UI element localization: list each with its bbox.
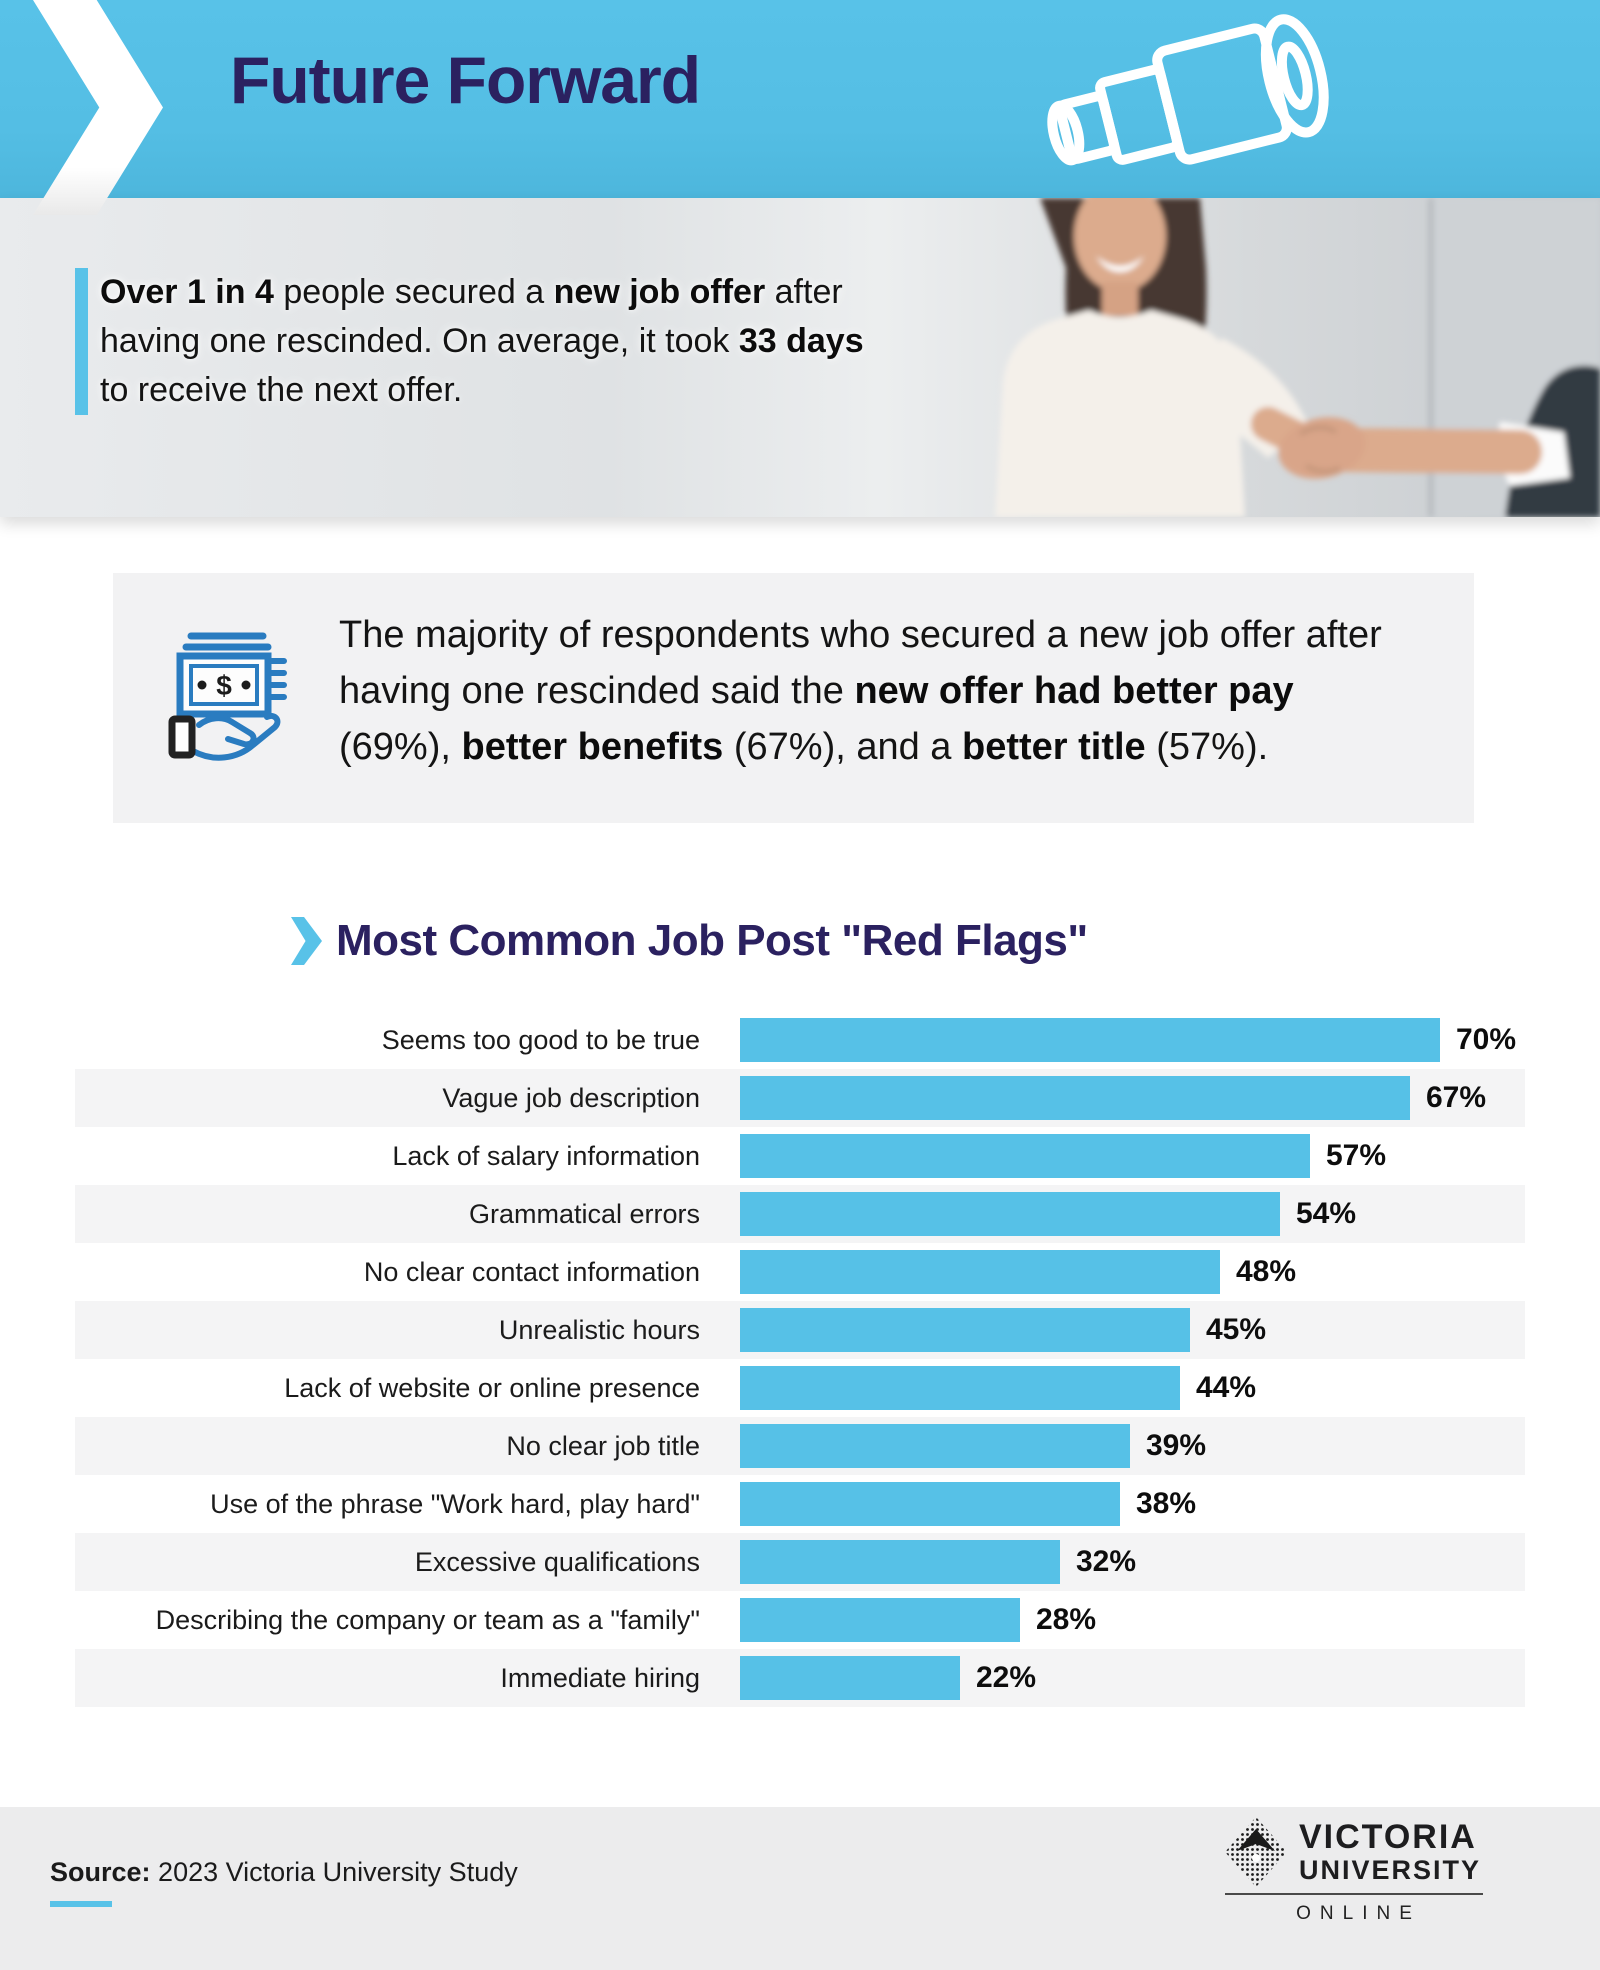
bar-value: 39% <box>1146 1429 1207 1462</box>
bar-value: 54% <box>1296 1197 1357 1230</box>
logo-line-victoria: VICTORIA <box>1299 1818 1477 1856</box>
chart-title-row: Most Common Job Post "Red Flags" <box>291 916 1088 966</box>
bar <box>740 1250 1220 1294</box>
bar <box>740 1192 1280 1236</box>
highlight-text: The majority of respondents who secured … <box>339 614 1382 768</box>
hero-quote: Over 1 in 4 people secured a new job off… <box>75 268 900 415</box>
bar-label: Excessive qualifications <box>414 1546 700 1577</box>
svg-text:$: $ <box>216 670 232 701</box>
bar-chart: Seems too good to be true 70% Vague job de… <box>75 1011 1525 1707</box>
chart-row: No clear contact information 48% <box>75 1243 1525 1301</box>
page-title: Future Forward <box>230 43 701 117</box>
quote-text: Over 1 in 4 people secured a new job off… <box>100 273 864 409</box>
chart-rows: Seems too good to be true 70% Vague job de… <box>75 1011 1525 1707</box>
bar-label: Seems too good to be true <box>381 1024 700 1055</box>
chart-row: Unrealistic hours 45% <box>75 1301 1525 1359</box>
handshake-photo <box>0 198 1600 517</box>
logo-line-university: UNIVERSITY <box>1299 1855 1482 1885</box>
bar <box>740 1598 1020 1642</box>
chart-row: Lack of website or online presence 44% <box>75 1359 1525 1417</box>
bar-label: Use of the phrase "Work hard, play hard" <box>210 1488 700 1519</box>
bar-label: Lack of website or online presence <box>284 1372 700 1403</box>
bar-value: 70% <box>1456 1023 1517 1056</box>
bar-label: Unrealistic hours <box>498 1314 700 1345</box>
highlight-box: $ The majority of respondents who secure… <box>113 573 1474 823</box>
footer: Source: 2023 Victoria University Study V… <box>0 1807 1600 1970</box>
vu-diamond-logo <box>1225 1817 1287 1887</box>
chart-row: Excessive qualifications 32% <box>75 1533 1525 1591</box>
source-text: 2023 Victoria University Study <box>158 1857 518 1887</box>
chart-row: No clear job title 39% <box>75 1417 1525 1475</box>
bar <box>740 1076 1410 1120</box>
bar-label: Immediate hiring <box>500 1662 700 1693</box>
bar-value: 57% <box>1326 1139 1387 1172</box>
bar <box>740 1656 960 1700</box>
chart-title: Most Common Job Post "Red Flags" <box>336 916 1088 965</box>
bar-value: 22% <box>976 1661 1037 1694</box>
source-note: Source: 2023 Victoria University Study <box>50 1857 518 1888</box>
telescope-icon <box>1040 14 1340 194</box>
bar-value: 38% <box>1136 1487 1197 1520</box>
chevron-right-icon <box>291 917 322 965</box>
bar <box>740 1018 1440 1062</box>
bar <box>740 1424 1130 1468</box>
chart-row: Describing the company or team as a "fam… <box>75 1591 1525 1649</box>
quote-accent-bar <box>75 268 88 415</box>
chart-row: Immediate hiring 22% <box>75 1649 1525 1707</box>
bar-value: 45% <box>1206 1313 1267 1346</box>
bar <box>740 1540 1060 1584</box>
victoria-university-logo: VICTORIA UNIVERSITY ONLINE <box>1225 1817 1483 1925</box>
bar-label: Vague job description <box>442 1082 700 1113</box>
bar-label: No clear job title <box>506 1430 700 1461</box>
bar <box>740 1482 1120 1526</box>
bar-value: 28% <box>1036 1603 1097 1636</box>
chart-row: Use of the phrase "Work hard, play hard"… <box>75 1475 1525 1533</box>
logo-line-online: ONLINE <box>1296 1903 1421 1924</box>
bar-label: Lack of salary information <box>392 1140 700 1171</box>
source-underline <box>50 1901 112 1907</box>
source-label: Source: <box>50 1857 151 1887</box>
header-band: Future Forward <box>0 0 1600 215</box>
bar <box>740 1134 1310 1178</box>
bar-label: Describing the company or team as a "fam… <box>155 1604 700 1635</box>
chevron-right-icon <box>33 0 163 215</box>
money-in-hand-icon: $ <box>165 629 289 766</box>
bar-value: 48% <box>1236 1255 1297 1288</box>
bar-label: No clear contact information <box>363 1256 700 1287</box>
bar-value: 67% <box>1426 1081 1487 1114</box>
logo-divider <box>1225 1893 1483 1895</box>
bar-value: 32% <box>1076 1545 1137 1578</box>
bar-label: Grammatical errors <box>468 1198 700 1229</box>
bar <box>740 1366 1180 1410</box>
chart-row: Grammatical errors 54% <box>75 1185 1525 1243</box>
chart-row: Seems too good to be true 70% <box>75 1011 1525 1069</box>
chart-row: Vague job description 67% <box>75 1069 1525 1127</box>
bar <box>740 1308 1190 1352</box>
chart-row: Lack of salary information 57% <box>75 1127 1525 1185</box>
bar-value: 44% <box>1196 1371 1257 1404</box>
